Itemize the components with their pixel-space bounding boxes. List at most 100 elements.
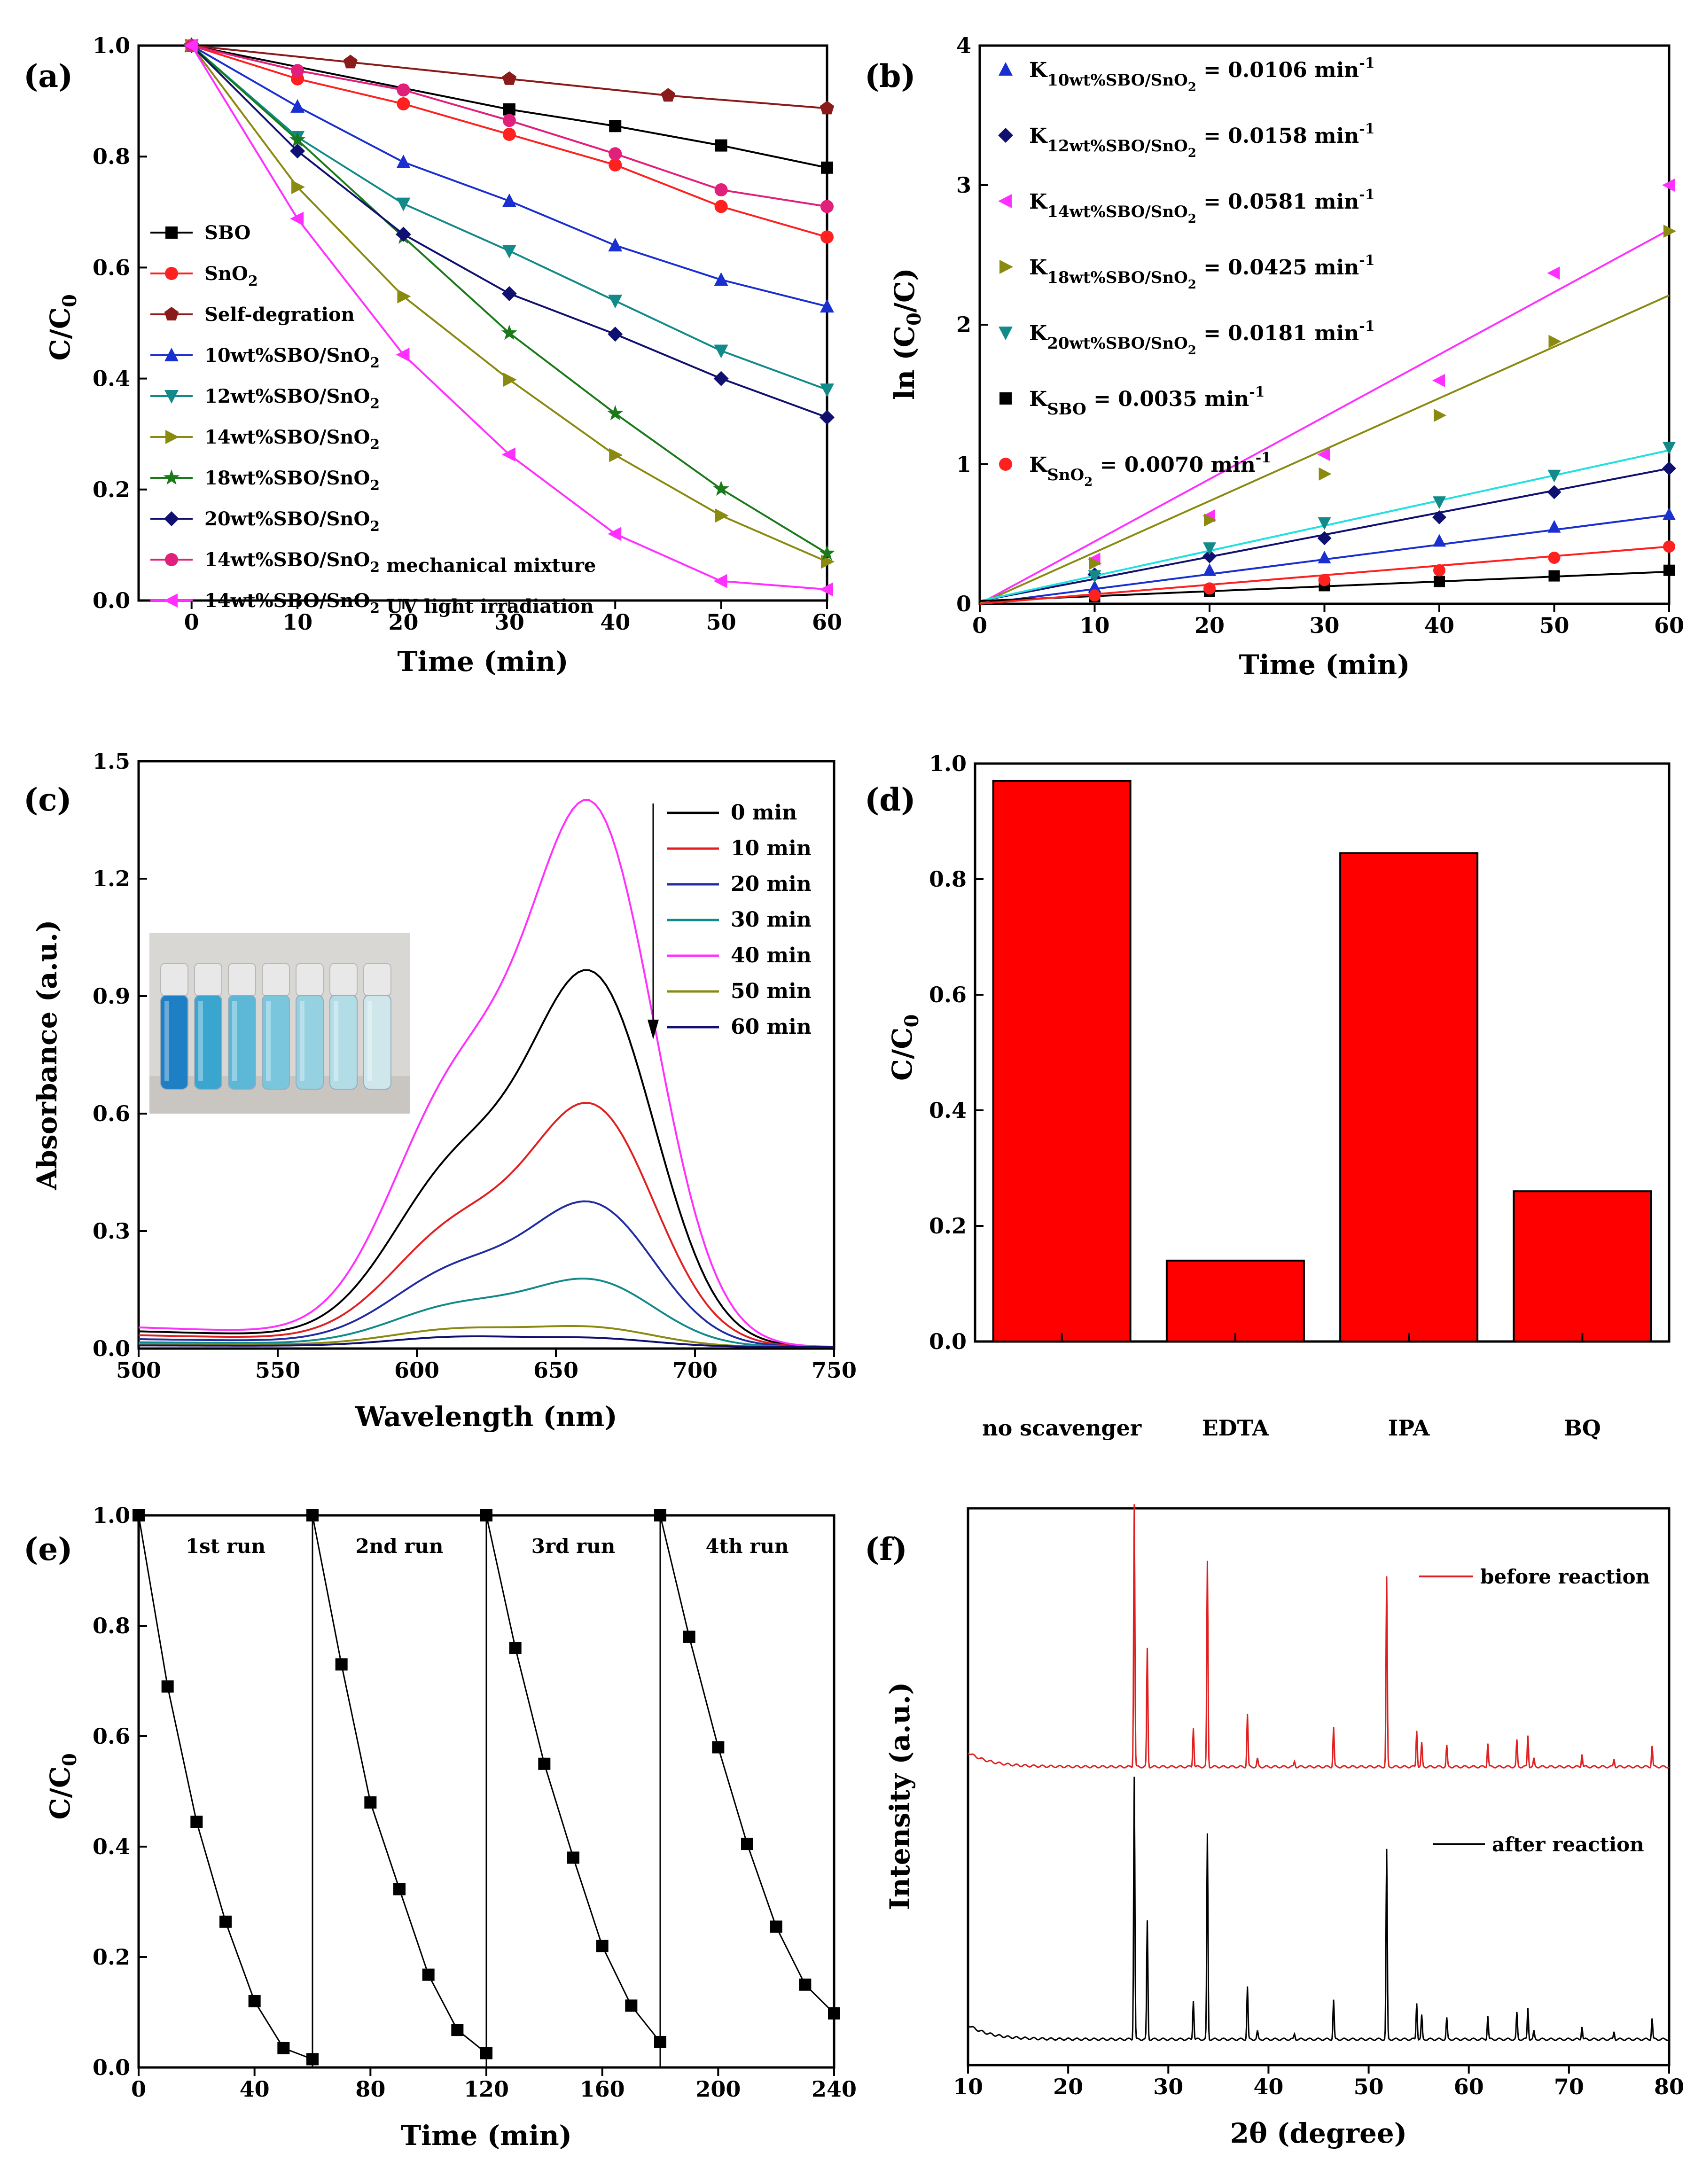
vial-highlight [300, 1001, 304, 1081]
text-part: = 0.0181 min [1196, 321, 1359, 345]
data-point [713, 371, 729, 386]
data-point [741, 1838, 753, 1850]
legend-marker [998, 128, 1013, 143]
panel-label-f: (f) [865, 1531, 907, 1568]
fit-line [979, 294, 1670, 605]
data-point [393, 1883, 406, 1895]
data-point [1548, 335, 1561, 348]
vial [363, 995, 391, 1090]
legend-label: Self-degration [204, 304, 355, 326]
data-point [609, 120, 622, 133]
vial-cap [262, 963, 290, 997]
vial-highlight [367, 1001, 372, 1081]
vial-cap [329, 963, 358, 997]
series-a-1 [185, 39, 834, 244]
data-point [661, 88, 676, 102]
legend-label: before reaction [1480, 1565, 1650, 1588]
x-tick-label: 40 [1253, 2074, 1283, 2099]
vial-cap [296, 963, 324, 997]
text-part: 0 [59, 1753, 81, 1766]
data-point [1432, 374, 1445, 387]
text-part: SBO [204, 222, 250, 244]
text-part: C/C [44, 307, 76, 361]
panel-label-c: (c) [23, 781, 72, 818]
text-part: K [1029, 124, 1048, 148]
text-part: /C) [889, 268, 921, 312]
text-part: 2 [1188, 343, 1196, 358]
panel-label-b: (b) [865, 58, 916, 94]
legend-marker [164, 307, 179, 320]
legend-marker [165, 226, 178, 239]
x-tick-label: 120 [464, 2076, 509, 2102]
legend-label: KSnO2 = 0.0070 min-1 [1029, 450, 1271, 489]
text-part: = 0.0425 min [1196, 256, 1359, 280]
data-point [821, 161, 833, 174]
legend-marker [999, 458, 1012, 471]
series-a-9 [184, 39, 833, 597]
x-tick-label: 30 [1309, 613, 1339, 638]
series-a-4 [184, 39, 834, 398]
data-point [609, 158, 622, 172]
bar [1339, 852, 1479, 1342]
data-point [1318, 517, 1331, 530]
x-tick-label: 10 [1079, 613, 1109, 638]
data-point [609, 147, 622, 161]
data-point [1547, 520, 1561, 533]
legend-label: K12wt%SBO/SnO2 = 0.0158 min-1 [1029, 121, 1375, 160]
run-series-1 [306, 1509, 492, 2059]
y-tick-label: 1 [956, 452, 971, 477]
data-point [397, 83, 410, 97]
data-point [1318, 550, 1331, 563]
data-point [501, 324, 517, 340]
y-axis-title: C/C0 [44, 294, 81, 360]
y-tick-label: 0.0 [929, 1329, 967, 1354]
text-part: K [1029, 256, 1048, 280]
spectrum-line [138, 1200, 835, 1348]
panel-label-a: (a) [23, 58, 73, 94]
x-tick-label: 50 [706, 609, 736, 635]
panel-e: 0 40 80 120 160 200 240 0.0 0.2 0.4 0.6 0.8 1.0 Time … [44, 1503, 857, 2152]
y-tick-label: 0.2 [93, 477, 130, 502]
x-axis-title: Time (min) [401, 2120, 572, 2152]
y-axis-title: C/C0 [886, 1014, 923, 1081]
y-tick-label: 0.6 [93, 255, 130, 280]
data-point [712, 1741, 725, 1754]
x-tick-label: 40 [240, 2076, 270, 2102]
xrd-pattern [967, 1777, 1670, 2041]
data-point [1203, 582, 1216, 595]
text-part: SBO [1047, 400, 1086, 419]
data-point [397, 97, 410, 111]
data-point [422, 1968, 435, 1981]
series-a-8 [185, 39, 834, 213]
y-tick-label: 1.0 [93, 33, 130, 58]
text-part: 2 [1084, 475, 1093, 489]
text-part: 2 [1188, 278, 1196, 292]
text-part: 2 [370, 396, 380, 412]
data-point [596, 1940, 609, 1952]
run-label: 2nd run [356, 1535, 444, 1558]
vial-highlight [164, 1001, 169, 1081]
legend-marker [998, 194, 1012, 208]
data-point [306, 1509, 319, 1521]
inset-photo [149, 933, 410, 1114]
data-point [609, 448, 623, 462]
run-label: 3rd run [531, 1535, 616, 1558]
text-part: -1 [1359, 318, 1374, 335]
data-point [290, 99, 305, 113]
vial-cap [194, 963, 222, 997]
text-part: 20wt%SBO/SnO [1047, 334, 1187, 353]
spectrum-line [138, 1278, 835, 1348]
y-tick-label: 2 [956, 312, 971, 337]
y-tick-label: 3 [956, 172, 971, 198]
data-point [608, 327, 623, 342]
vial [160, 995, 188, 1090]
text-part: 0 [59, 294, 81, 307]
text-part: SnO [204, 263, 248, 285]
text-part: K [1029, 453, 1048, 477]
data-point [819, 545, 835, 561]
series-b-6 [979, 540, 1675, 605]
text-part: = 0.0106 min [1196, 58, 1359, 82]
